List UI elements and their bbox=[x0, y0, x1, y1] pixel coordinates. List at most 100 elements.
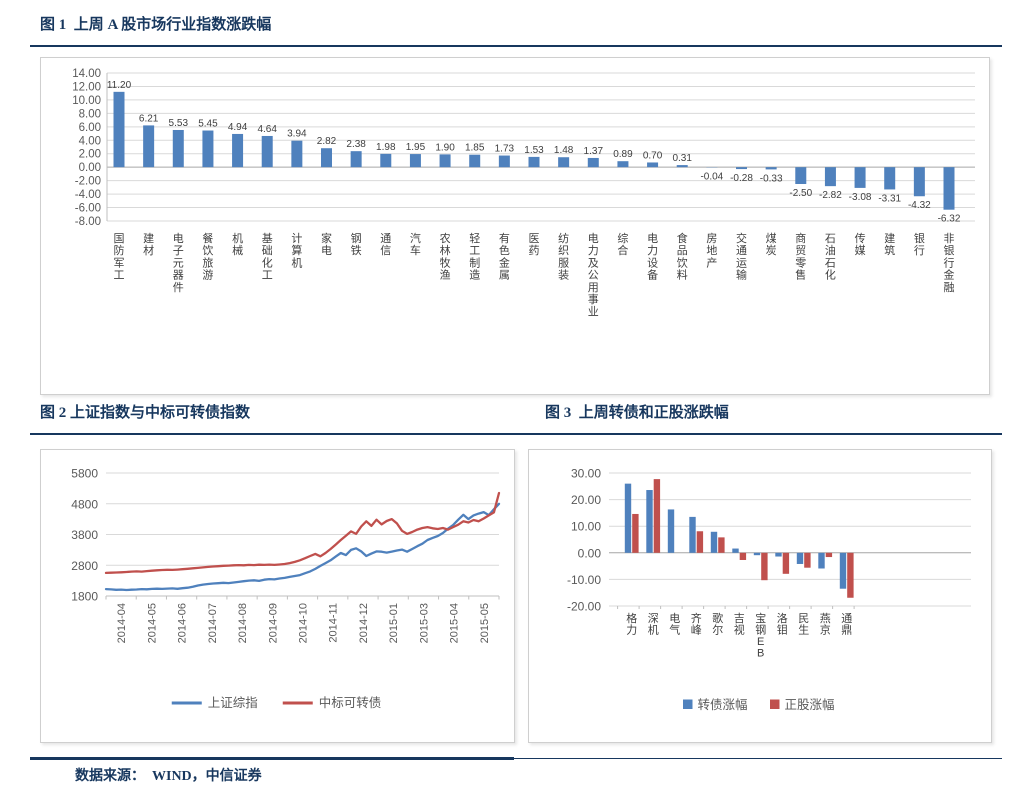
svg-text:洛: 洛 bbox=[777, 611, 788, 625]
svg-text:饮: 饮 bbox=[202, 244, 213, 257]
svg-text:机: 机 bbox=[291, 255, 302, 269]
svg-text:交: 交 bbox=[736, 231, 747, 245]
svg-text:计: 计 bbox=[291, 232, 302, 245]
svg-text:-4.00: -4.00 bbox=[75, 189, 101, 201]
svg-text:售: 售 bbox=[795, 268, 806, 282]
svg-text:中标可转债: 中标可转债 bbox=[319, 695, 382, 710]
svg-text:造: 造 bbox=[469, 268, 480, 282]
svg-text:料: 料 bbox=[677, 268, 688, 282]
svg-text:器: 器 bbox=[173, 269, 184, 282]
svg-text:生: 生 bbox=[798, 623, 809, 637]
svg-text:京: 京 bbox=[820, 623, 831, 637]
title-rule-1 bbox=[30, 45, 1002, 47]
footer-rule-left bbox=[30, 757, 514, 760]
figure1-chart-box: 14.00 12.00 10.00 8.00 6.00 4.00 2.00 0.00 -2.00… bbox=[40, 57, 990, 395]
svg-text:行: 行 bbox=[914, 244, 925, 257]
svg-text:1.37: 1.37 bbox=[584, 146, 604, 157]
svg-text:视: 视 bbox=[734, 623, 745, 637]
svg-text:力: 力 bbox=[588, 244, 599, 257]
index-line-chart: 5800 4800 3800 2800 1800 2014-04 2014-05 2014-0… bbox=[71, 467, 501, 710]
svg-text:化: 化 bbox=[262, 255, 273, 269]
svg-text:品: 品 bbox=[677, 244, 688, 257]
svg-text:深: 深 bbox=[648, 612, 659, 625]
svg-text:工: 工 bbox=[469, 245, 480, 257]
svg-text:汽: 汽 bbox=[410, 231, 421, 245]
svg-text:-0.28: -0.28 bbox=[730, 173, 753, 184]
svg-text:通: 通 bbox=[841, 612, 852, 625]
svg-text:2014-04: 2014-04 bbox=[116, 603, 128, 643]
svg-text:-3.31: -3.31 bbox=[878, 193, 901, 204]
svg-text:通: 通 bbox=[380, 232, 391, 245]
svg-text:气: 气 bbox=[669, 623, 680, 637]
svg-text:1.85: 1.85 bbox=[465, 143, 485, 154]
svg-text:2014-08: 2014-08 bbox=[237, 603, 249, 643]
svg-text:银: 银 bbox=[944, 243, 955, 257]
svg-text:房: 房 bbox=[706, 232, 717, 245]
svg-text:-6.32: -6.32 bbox=[938, 214, 961, 225]
svg-text:1.98: 1.98 bbox=[376, 142, 396, 153]
svg-text:10.00: 10.00 bbox=[571, 520, 601, 534]
svg-text:2014-09: 2014-09 bbox=[267, 603, 279, 643]
svg-text:-4.32: -4.32 bbox=[908, 200, 931, 211]
svg-text:有: 有 bbox=[499, 231, 510, 245]
svg-text:产: 产 bbox=[706, 255, 717, 269]
svg-text:电: 电 bbox=[321, 244, 332, 257]
svg-text:2015-03: 2015-03 bbox=[418, 603, 430, 643]
svg-text:炭: 炭 bbox=[766, 244, 777, 257]
svg-text:融: 融 bbox=[944, 281, 955, 294]
svg-text:餐: 餐 bbox=[202, 231, 213, 245]
svg-text:机: 机 bbox=[232, 231, 243, 245]
svg-text:0.89: 0.89 bbox=[613, 149, 633, 160]
svg-text:军: 军 bbox=[114, 256, 125, 269]
svg-text:-3.08: -3.08 bbox=[849, 192, 872, 203]
svg-text:建: 建 bbox=[143, 231, 154, 245]
svg-text:金: 金 bbox=[499, 255, 510, 269]
svg-text:11.20: 11.20 bbox=[107, 80, 132, 91]
svg-text:油: 油 bbox=[825, 243, 836, 257]
svg-text:-10.00: -10.00 bbox=[567, 573, 601, 587]
svg-text:14.00: 14.00 bbox=[72, 68, 101, 80]
svg-text:尔: 尔 bbox=[712, 624, 723, 637]
svg-text:2.82: 2.82 bbox=[317, 136, 337, 147]
svg-text:0.70: 0.70 bbox=[643, 150, 663, 161]
svg-text:4.94: 4.94 bbox=[228, 122, 248, 133]
svg-text:3800: 3800 bbox=[71, 528, 98, 542]
svg-text:1.48: 1.48 bbox=[554, 145, 574, 156]
svg-text:旅: 旅 bbox=[202, 255, 213, 269]
svg-text:2015-05: 2015-05 bbox=[479, 603, 491, 643]
svg-text:制: 制 bbox=[469, 256, 480, 269]
svg-text:30.00: 30.00 bbox=[571, 467, 601, 481]
svg-text:家: 家 bbox=[321, 231, 332, 245]
svg-text:5.45: 5.45 bbox=[198, 119, 218, 130]
svg-text:药: 药 bbox=[529, 244, 540, 257]
svg-text:事: 事 bbox=[588, 293, 599, 306]
svg-text:燕: 燕 bbox=[820, 612, 831, 625]
svg-text:非: 非 bbox=[944, 232, 955, 245]
svg-text:贸: 贸 bbox=[795, 244, 806, 257]
svg-text:-6.00: -6.00 bbox=[75, 203, 101, 215]
svg-text:电: 电 bbox=[647, 232, 658, 245]
svg-text:国: 国 bbox=[114, 232, 125, 245]
svg-text:力: 力 bbox=[626, 624, 637, 637]
footer-source-text: 数据来源： WIND，中信证券 bbox=[75, 769, 262, 784]
svg-text:银: 银 bbox=[914, 231, 925, 245]
svg-text:1.73: 1.73 bbox=[495, 144, 515, 155]
svg-text:8.00: 8.00 bbox=[79, 108, 101, 120]
svg-text:媒: 媒 bbox=[855, 244, 866, 257]
svg-text:信: 信 bbox=[380, 244, 391, 257]
svg-text:正股涨幅: 正股涨幅 bbox=[785, 697, 835, 712]
svg-text:民: 民 bbox=[798, 613, 809, 625]
svg-text:4800: 4800 bbox=[71, 497, 98, 511]
svg-text:上证综指: 上证综指 bbox=[208, 695, 258, 710]
svg-text:轻: 轻 bbox=[469, 231, 480, 245]
svg-text:设: 设 bbox=[647, 256, 658, 269]
svg-text:基: 基 bbox=[262, 232, 273, 245]
svg-text:元: 元 bbox=[173, 257, 184, 269]
footer-rule-right bbox=[514, 758, 1002, 759]
svg-text:2014-11: 2014-11 bbox=[328, 603, 340, 643]
svg-text:2015-01: 2015-01 bbox=[388, 603, 400, 643]
svg-text:输: 输 bbox=[736, 268, 747, 282]
svg-text:机: 机 bbox=[648, 623, 659, 637]
svg-text:备: 备 bbox=[647, 268, 658, 282]
